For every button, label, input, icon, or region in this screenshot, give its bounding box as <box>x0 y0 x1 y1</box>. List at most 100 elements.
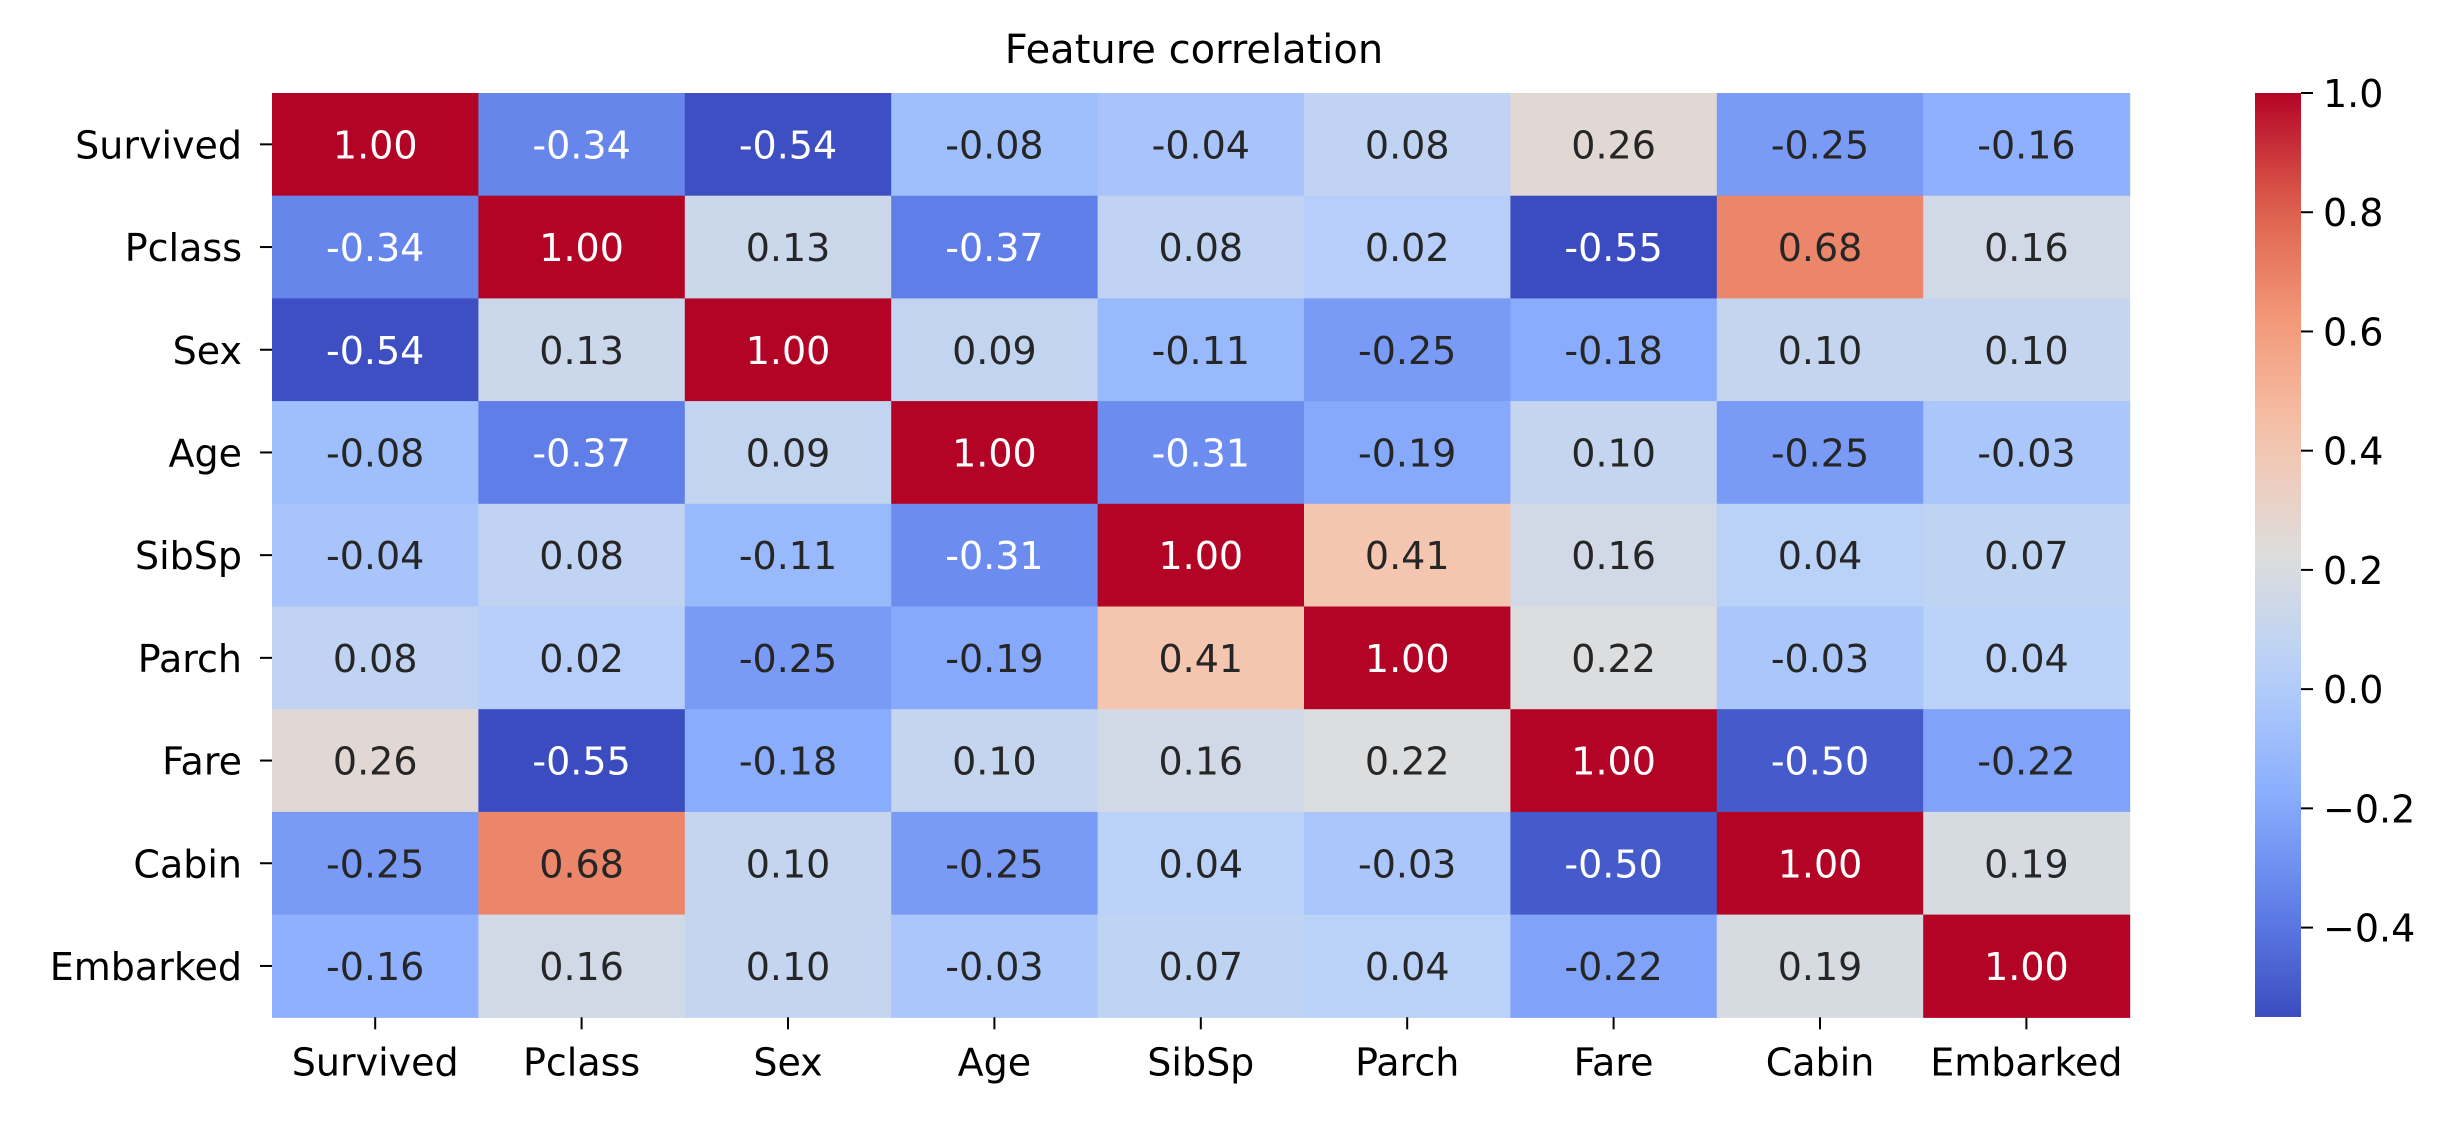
cell-value-label: -0.18 <box>739 740 837 784</box>
row-label-sex: Sex <box>173 329 242 373</box>
heatmap-cell-survived-survived <box>272 93 479 197</box>
heatmap-cell-cabin-age <box>891 811 1099 916</box>
cell-value-label: 0.22 <box>1571 637 1656 681</box>
heatmap-cell-sibsp-survived <box>272 503 479 608</box>
heatmap-cell-pclass-survived <box>272 195 479 299</box>
cell-value-label: -0.34 <box>532 123 630 167</box>
heatmap-cell-parch-survived <box>272 606 479 710</box>
heatmap-cell-pclass-pclass <box>478 195 686 299</box>
heatmap-cell-sibsp-pclass <box>478 503 686 608</box>
cell-value-label: 0.19 <box>1984 842 2069 886</box>
heatmap-cell-sex-age <box>891 298 1099 402</box>
cell-value-label: -0.50 <box>1564 842 1662 886</box>
cell-value-label: -0.16 <box>1977 123 2075 167</box>
cell-value-label: 0.04 <box>1984 637 2069 681</box>
colorbar-tick-label: 1.0 <box>2323 72 2383 116</box>
heatmap-cell-sibsp-sibsp <box>1097 503 1305 608</box>
cell-value-label: 0.08 <box>333 637 418 681</box>
heatmap-cell-sibsp-fare <box>1510 503 1718 608</box>
heatmap-cell-fare-embarked <box>1923 709 2131 813</box>
heatmap-cell-fare-survived <box>272 709 479 813</box>
heatmap-cell-sex-fare <box>1510 298 1718 402</box>
cell-value-label: 0.04 <box>1365 945 1450 989</box>
heatmap-cell-sibsp-parch <box>1304 503 1511 608</box>
cell-value-label: -0.22 <box>1977 740 2075 784</box>
cell-value-label: -0.50 <box>1771 740 1869 784</box>
heatmap-cell-sex-survived <box>272 298 479 402</box>
colorbar-tick-label: 0.8 <box>2323 191 2383 235</box>
heatmap-cell-pclass-cabin <box>1716 195 1924 299</box>
heatmap-cell-embarked-sibsp <box>1097 914 1305 1018</box>
heatmap-cell-cabin-cabin <box>1716 811 1924 916</box>
heatmap-cell-age-survived <box>272 401 479 505</box>
heatmap-cell-pclass-sibsp <box>1097 195 1305 299</box>
cell-value-label: 0.13 <box>539 329 624 373</box>
cell-value-label: -0.37 <box>532 431 630 475</box>
heatmap-cell-pclass-parch <box>1304 195 1511 299</box>
cell-value-label: 0.02 <box>539 637 624 681</box>
heatmap-cell-sex-pclass <box>478 298 686 402</box>
cell-value-label: 1.00 <box>1365 637 1450 681</box>
cell-value-label: 0.26 <box>333 740 418 784</box>
row-label-fare: Fare <box>162 740 242 784</box>
cell-value-label: 0.10 <box>746 945 831 989</box>
cell-value-label: 0.10 <box>1571 431 1656 475</box>
row-label-pclass: Pclass <box>125 226 242 270</box>
cell-value-label: 0.04 <box>1778 534 1863 578</box>
cell-value-label: -0.03 <box>1358 842 1456 886</box>
heatmap-cell-cabin-parch <box>1304 811 1511 916</box>
colorbar-tick-label: 0.4 <box>2323 430 2383 474</box>
cell-value-label: -0.08 <box>945 123 1043 167</box>
cell-value-label: -0.37 <box>945 226 1043 270</box>
heatmap-cell-age-cabin <box>1716 401 1924 505</box>
cell-value-label: -0.11 <box>1152 329 1250 373</box>
heatmap-cell-embarked-embarked <box>1923 914 2131 1018</box>
heatmap-cell-embarked-survived <box>272 914 479 1018</box>
heatmap-cell-parch-sibsp <box>1097 606 1305 710</box>
heatmap-cell-age-sex <box>684 401 892 505</box>
cell-value-label: -0.03 <box>1977 431 2075 475</box>
heatmap-cell-age-sibsp <box>1097 401 1305 505</box>
cell-value-label: -0.31 <box>1152 431 1250 475</box>
cell-value-label: 0.10 <box>746 842 831 886</box>
cell-value-label: -0.54 <box>326 329 424 373</box>
column-label-sex: Sex <box>753 1040 822 1084</box>
cell-value-label: -0.54 <box>739 123 837 167</box>
cell-value-label: 0.16 <box>539 945 624 989</box>
cell-value-label: 0.07 <box>1984 534 2069 578</box>
cell-value-label: -0.03 <box>945 945 1043 989</box>
heatmap-cell-sex-parch <box>1304 298 1511 402</box>
heatmap-cell-sex-cabin <box>1716 298 1924 402</box>
heatmap-cell-survived-fare <box>1510 93 1718 197</box>
heatmap-cell-fare-parch <box>1304 709 1511 813</box>
heatmap-cell-embarked-parch <box>1304 914 1511 1018</box>
heatmap-cell-embarked-age <box>891 914 1099 1018</box>
heatmap-cell-survived-pclass <box>478 93 686 197</box>
cell-value-label: 0.68 <box>1778 226 1863 270</box>
cell-value-label: 0.08 <box>539 534 624 578</box>
row-label-parch: Parch <box>138 637 242 681</box>
cell-value-label: 1.00 <box>333 123 418 167</box>
colorbar-tick-label: −0.2 <box>2323 787 2415 831</box>
heatmap-cell-embarked-cabin <box>1716 914 1924 1018</box>
cell-value-label: 1.00 <box>539 226 624 270</box>
cell-value-label: -0.04 <box>1152 123 1250 167</box>
heatmap-cell-parch-pclass <box>478 606 686 710</box>
cell-value-label: -0.25 <box>1771 123 1869 167</box>
heatmap-cell-age-fare <box>1510 401 1718 505</box>
heatmap-cell-embarked-sex <box>684 914 892 1018</box>
cell-value-label: 0.09 <box>952 329 1037 373</box>
cell-value-label: 1.00 <box>1571 740 1656 784</box>
cell-value-label: -0.25 <box>739 637 837 681</box>
heatmap-cell-sibsp-age <box>891 503 1099 608</box>
cell-value-label: 0.10 <box>1778 329 1863 373</box>
heatmap-cell-fare-sibsp <box>1097 709 1305 813</box>
cell-value-label: 0.09 <box>746 431 831 475</box>
row-label-sibsp: SibSp <box>135 534 242 578</box>
heatmap-cell-cabin-fare <box>1510 811 1718 916</box>
heatmap-cell-sex-sex <box>684 298 892 402</box>
cell-value-label: -0.55 <box>1564 226 1662 270</box>
heatmap-cell-cabin-sibsp <box>1097 811 1305 916</box>
column-label-fare: Fare <box>1574 1040 1654 1084</box>
cell-value-label: -0.34 <box>326 226 424 270</box>
